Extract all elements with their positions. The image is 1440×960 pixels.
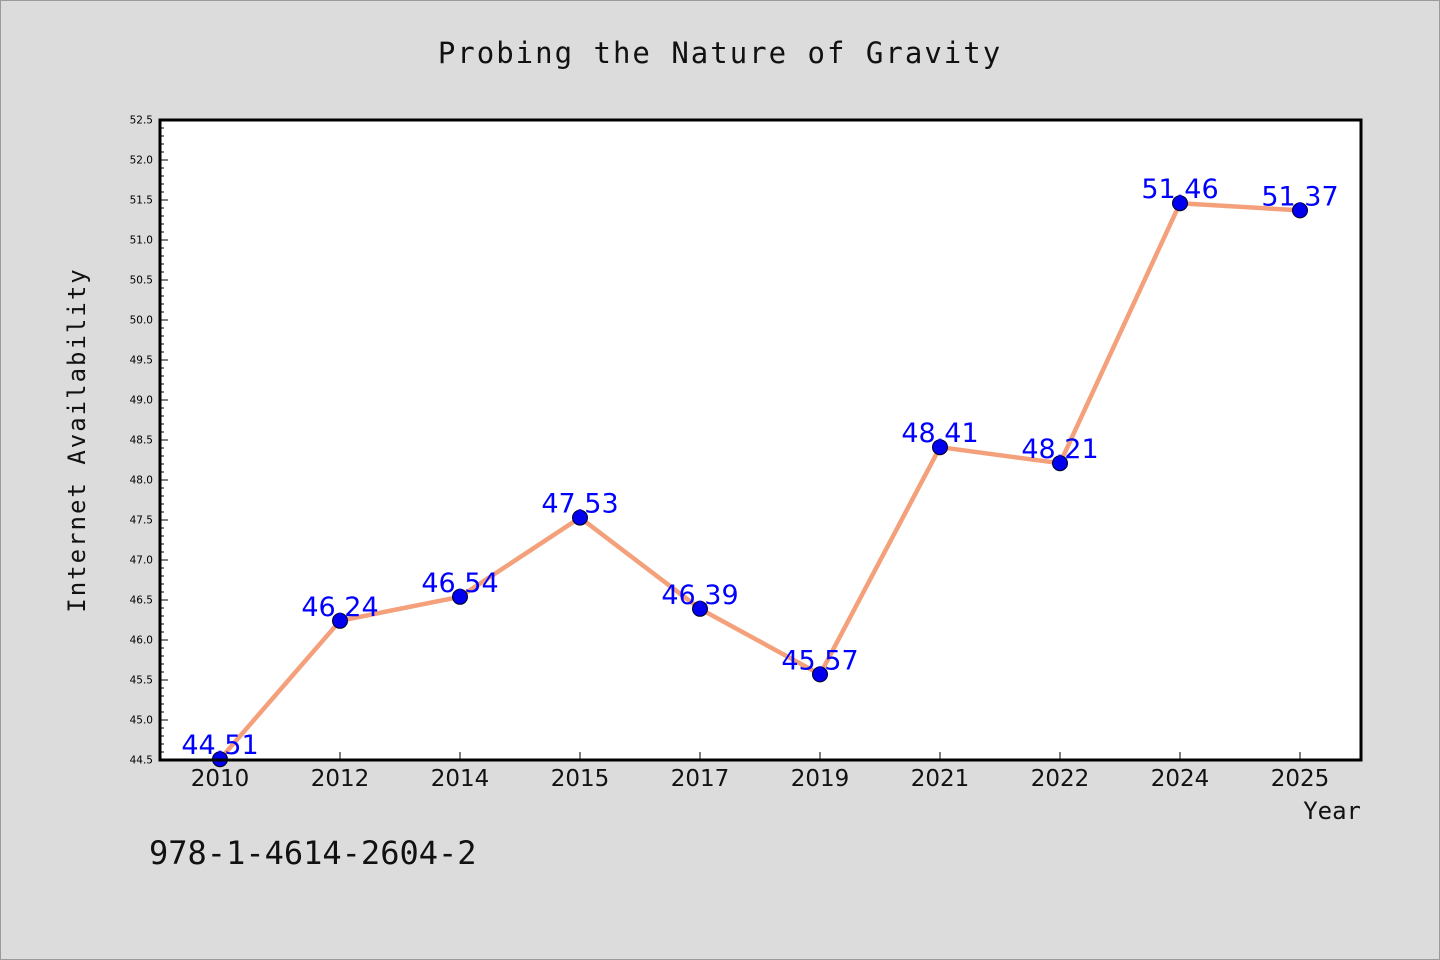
data-point bbox=[572, 509, 588, 526]
data-point bbox=[1172, 195, 1188, 212]
data-point bbox=[812, 666, 828, 683]
y-tick-label: 48.0 bbox=[130, 475, 153, 487]
data-label: 51.46 bbox=[1141, 174, 1218, 205]
y-tick-label: 49.5 bbox=[130, 355, 153, 367]
plot-area bbox=[160, 120, 1361, 760]
y-tick-label: 50.5 bbox=[130, 275, 153, 287]
data-label: 48.41 bbox=[901, 418, 978, 449]
y-tick-label: 49.0 bbox=[130, 395, 153, 407]
chart-title: Probing the Nature of Gravity bbox=[437, 36, 1003, 70]
y-tick-label: 47.0 bbox=[130, 555, 153, 567]
data-point bbox=[332, 612, 348, 629]
x-tick-label: 2019 bbox=[791, 766, 850, 792]
x-tick-label: 2014 bbox=[431, 766, 490, 792]
x-tick-label: 2017 bbox=[671, 766, 730, 792]
y-tick-label: 47.5 bbox=[130, 515, 153, 527]
x-axis-title: Year bbox=[1303, 797, 1361, 825]
y-tick-label: 51.5 bbox=[130, 195, 153, 207]
x-tick-label: 2012 bbox=[311, 766, 370, 792]
x-tick-label: 2025 bbox=[1271, 766, 1330, 792]
y-axis-title: Internet Availability bbox=[63, 267, 91, 612]
plot-border bbox=[158, 118, 1363, 762]
y-tick-label: 48.5 bbox=[130, 435, 153, 447]
data-label: 48.21 bbox=[1021, 434, 1098, 465]
data-label: 46.24 bbox=[301, 592, 378, 623]
y-tick-label: 45.0 bbox=[130, 715, 153, 727]
x-tick-label: 2022 bbox=[1031, 766, 1090, 792]
data-point bbox=[1052, 455, 1068, 472]
x-tick-label: 2010 bbox=[191, 766, 250, 792]
y-tick-label: 45.5 bbox=[130, 675, 153, 687]
series-line bbox=[217, 200, 1303, 762]
y-tick-label: 52.5 bbox=[130, 115, 153, 127]
isbn-caption: 978-1-4614-2604-2 bbox=[149, 834, 477, 872]
data-label: 46.39 bbox=[661, 580, 738, 611]
data-label: 46.54 bbox=[421, 568, 498, 599]
y-tick-label: 52.0 bbox=[130, 155, 153, 167]
data-label: 45.57 bbox=[781, 645, 858, 676]
x-tick-label: 2024 bbox=[1151, 766, 1210, 792]
y-tick-label: 46.5 bbox=[130, 595, 153, 607]
data-label: 47.53 bbox=[541, 489, 618, 520]
y-tick-label: 44.5 bbox=[130, 755, 153, 767]
data-label: 44.51 bbox=[181, 730, 258, 761]
data-point bbox=[932, 439, 948, 456]
y-tick-label: 46.0 bbox=[130, 635, 153, 647]
x-tick-label: 2015 bbox=[551, 766, 610, 792]
data-point bbox=[692, 600, 708, 617]
y-tick-label: 50.0 bbox=[130, 315, 153, 327]
data-point bbox=[452, 588, 468, 605]
y-tick-label: 51.0 bbox=[130, 235, 153, 247]
x-tick-label: 2021 bbox=[911, 766, 970, 792]
data-label: 51.37 bbox=[1261, 181, 1338, 212]
data-point bbox=[1292, 202, 1308, 219]
